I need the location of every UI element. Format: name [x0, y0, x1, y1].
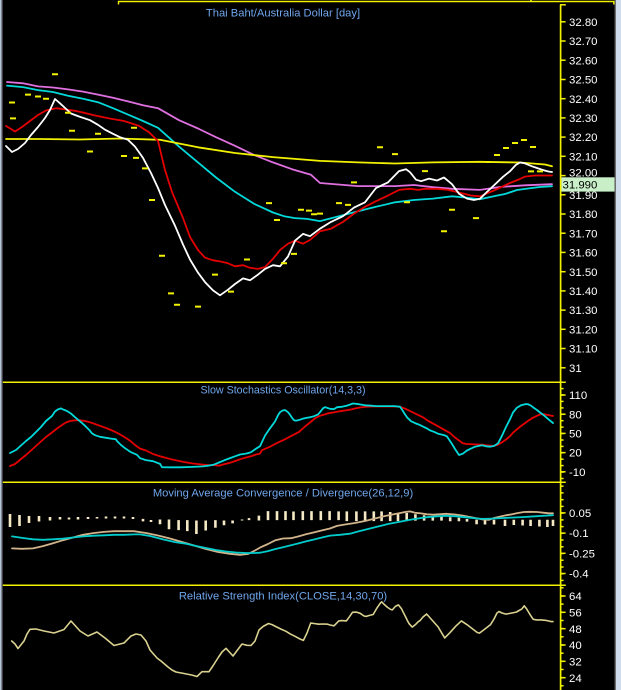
svg-text:31.50: 31.50: [569, 267, 598, 279]
svg-text:Moving Average Convergence / D: Moving Average Convergence / Divergence(…: [153, 488, 414, 500]
svg-text:32.20: 32.20: [569, 132, 598, 144]
svg-text:-10: -10: [569, 467, 585, 479]
svg-text:32.80: 32.80: [569, 17, 598, 29]
svg-text:Slow Stochastics Oscillator(14: Slow Stochastics Oscillator(14,3,3): [200, 385, 365, 397]
svg-text:31.40: 31.40: [569, 286, 598, 298]
svg-text:Relative Strength Index(CLOSE,: Relative Strength Index(CLOSE,14,30,70): [179, 591, 388, 603]
svg-text:32.10: 32.10: [569, 151, 598, 163]
svg-text:80: 80: [569, 409, 582, 421]
svg-text:31.30: 31.30: [569, 305, 598, 317]
svg-text:48: 48: [569, 624, 582, 636]
svg-text:31.990: 31.990: [563, 180, 598, 192]
svg-text:32.30: 32.30: [569, 113, 598, 125]
svg-text:32.60: 32.60: [569, 55, 598, 67]
svg-text:40: 40: [569, 640, 582, 652]
svg-text:31.70: 31.70: [569, 228, 598, 240]
svg-text:32.40: 32.40: [569, 94, 598, 106]
svg-text:-0.4: -0.4: [569, 569, 589, 581]
svg-text:31.60: 31.60: [569, 248, 598, 260]
svg-text:32: 32: [569, 656, 582, 668]
svg-text:32.00: 32.00: [569, 168, 598, 180]
svg-text:24: 24: [569, 673, 582, 685]
svg-text:32.50: 32.50: [569, 75, 598, 87]
svg-text:0.05: 0.05: [569, 508, 591, 520]
svg-text:-0.25: -0.25: [569, 548, 595, 560]
svg-text:32.70: 32.70: [569, 36, 598, 48]
svg-text:-0.1: -0.1: [569, 528, 589, 540]
svg-text:64: 64: [569, 591, 582, 603]
svg-text:Thai Baht/Australia Dollar [da: Thai Baht/Australia Dollar [day]: [206, 8, 360, 20]
svg-text:20: 20: [569, 448, 582, 460]
svg-text:56: 56: [569, 607, 582, 619]
svg-text:31.90: 31.90: [569, 190, 598, 202]
svg-text:31.20: 31.20: [569, 324, 598, 336]
svg-text:31: 31: [569, 363, 582, 375]
svg-text:110: 110: [569, 390, 587, 402]
svg-text:31.80: 31.80: [569, 209, 598, 221]
svg-text:50: 50: [569, 429, 582, 441]
svg-text:31.10: 31.10: [569, 344, 598, 356]
